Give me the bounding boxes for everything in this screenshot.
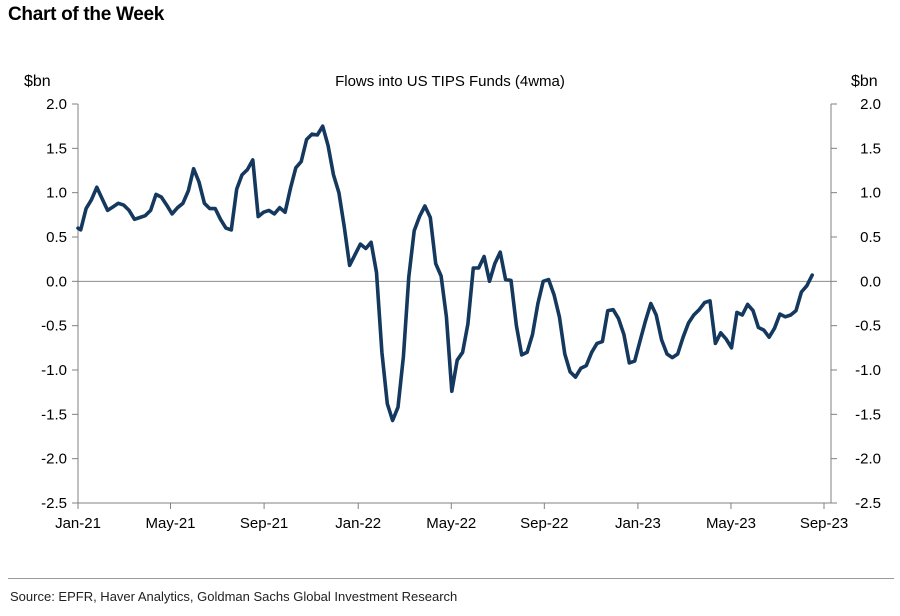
left-y-tick-label: 2.0 [46, 96, 67, 113]
right-y-tick-label: -1.5 [855, 406, 881, 423]
chart-title: Flows into US TIPS Funds (4wma) [335, 73, 565, 90]
x-tick-label: May-22 [426, 515, 476, 532]
right-y-tick-label: 0.0 [860, 273, 881, 290]
left-y-tick-label: -1.5 [41, 406, 67, 423]
x-tick-label: Jan-21 [55, 515, 101, 532]
right-y-tick-label: -1.0 [855, 362, 881, 379]
right-y-tick-label: -2.5 [855, 495, 881, 512]
left-axis-unit-label: $bn [24, 73, 51, 90]
x-tick-label: May-21 [145, 515, 195, 532]
x-tick-label: May-23 [706, 515, 756, 532]
right-y-tick-label: -0.5 [855, 318, 881, 335]
x-tick-label: Jan-22 [335, 515, 381, 532]
left-y-tick-label: 1.5 [46, 140, 67, 157]
footer-divider [8, 578, 894, 579]
x-tick-label: Sep-23 [800, 515, 848, 532]
right-y-tick-label: 2.0 [860, 96, 881, 113]
left-y-tick-label: 0.5 [46, 229, 67, 246]
right-axis-unit-label: $bn [851, 73, 878, 90]
right-y-tick-label: 1.5 [860, 140, 881, 157]
left-y-tick-label: 1.0 [46, 185, 67, 202]
left-y-tick-label: -2.0 [41, 451, 67, 468]
x-tick-label: Jan-23 [615, 515, 661, 532]
left-y-tick-label: -1.0 [41, 362, 67, 379]
right-y-tick-label: -2.0 [855, 451, 881, 468]
x-tick-label: Sep-21 [240, 515, 288, 532]
left-y-tick-label: 0.0 [46, 273, 67, 290]
right-y-tick-label: 1.0 [860, 185, 881, 202]
source-note: Source: EPFR, Haver Analytics, Goldman S… [10, 589, 458, 604]
left-y-tick-label: -0.5 [41, 318, 67, 335]
tips-flows-series-line [76, 124, 815, 423]
chart-of-the-week-header: Chart of the Week [8, 4, 165, 25]
x-tick-label: Sep-22 [520, 515, 568, 532]
left-y-tick-label: -2.5 [41, 495, 67, 512]
tips-flows-line-chart: 2.0 2.0 1.5 1.5 1.0 1.0 0.5 0.5 0.0 0.0 -0.5 -0.5 -1… [41, 96, 881, 532]
right-y-tick-label: 0.5 [860, 229, 881, 246]
